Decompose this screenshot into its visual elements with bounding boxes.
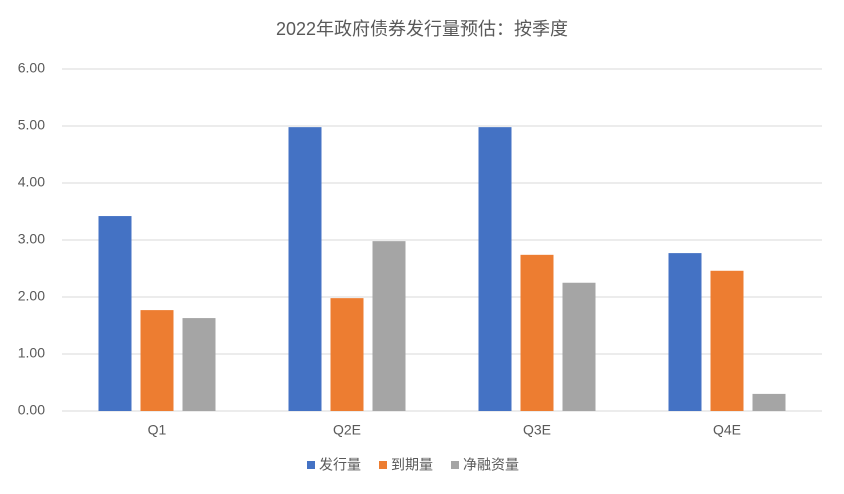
legend-swatch (307, 461, 315, 469)
legend-label: 净融资量 (463, 457, 519, 473)
x-tick-label: Q3E (523, 422, 551, 438)
bar (668, 253, 702, 411)
y-tick-label: 3.00 (18, 231, 45, 247)
bar (752, 393, 786, 411)
bar (182, 318, 216, 411)
legend-swatch (451, 461, 459, 469)
chart-title: 2022年政府债券发行量预估：按季度 (276, 19, 568, 39)
bar (520, 254, 554, 411)
x-tick-label: Q4E (713, 422, 741, 438)
y-tick-label: 0.00 (18, 402, 45, 418)
legend-swatch (379, 461, 387, 469)
bar (330, 298, 364, 411)
x-tick-label: Q2E (333, 422, 361, 438)
bar (288, 127, 322, 411)
bar (98, 216, 132, 411)
bar (372, 241, 406, 411)
y-tick-label: 1.00 (18, 345, 45, 361)
x-tick-label: Q1 (148, 422, 167, 438)
y-tick-label: 6.00 (18, 60, 45, 76)
bar (478, 127, 512, 411)
y-tick-label: 2.00 (18, 288, 45, 304)
y-tick-label: 4.00 (18, 174, 45, 190)
legend-label: 发行量 (319, 457, 361, 473)
bar (562, 282, 596, 411)
legend-label: 到期量 (391, 457, 433, 473)
bar (710, 270, 744, 411)
bar (140, 310, 174, 411)
y-tick-label: 5.00 (18, 117, 45, 133)
